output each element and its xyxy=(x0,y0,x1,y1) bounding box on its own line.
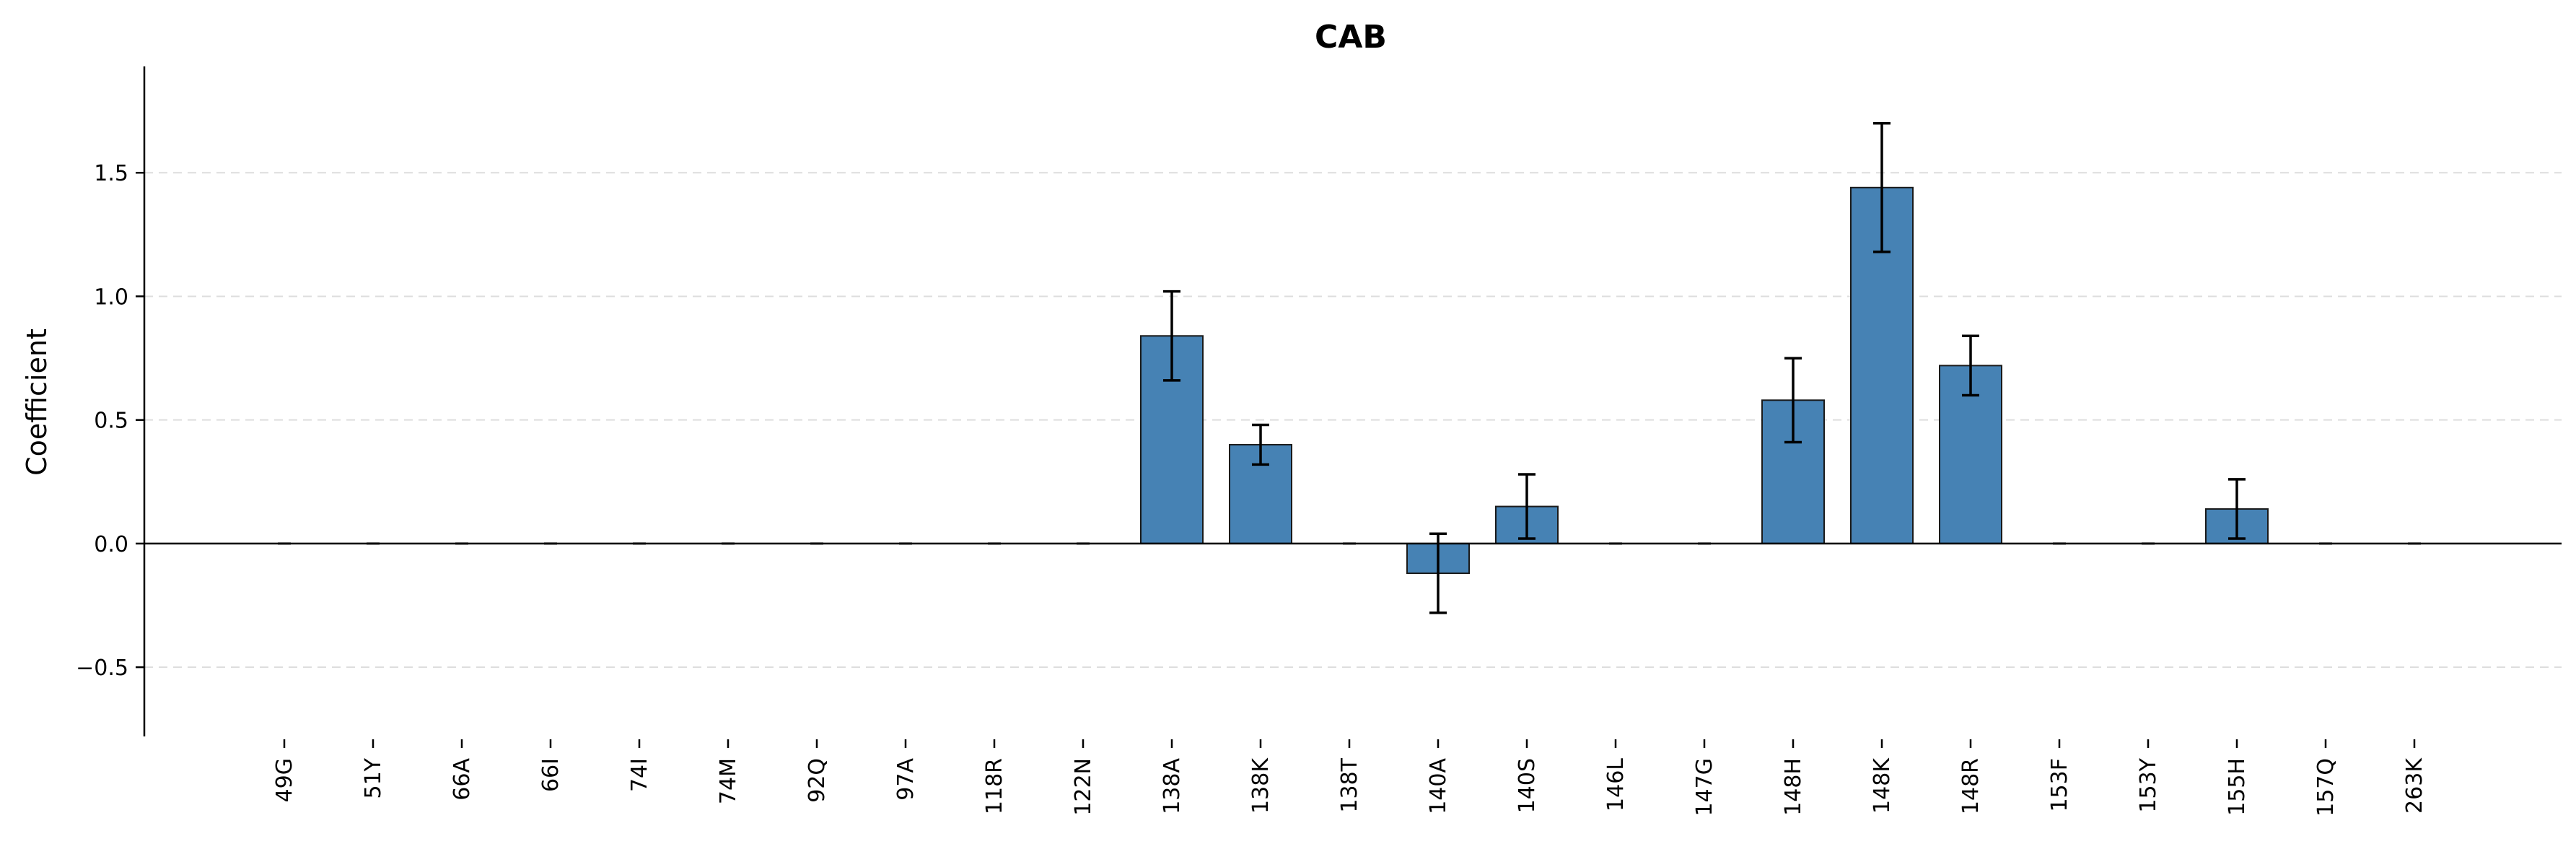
x-tick-label: 153Y xyxy=(2136,757,2161,812)
x-tick-label: 66I xyxy=(538,758,564,792)
y-tick-label: 1.5 xyxy=(94,161,128,186)
x-tick-label: 148H xyxy=(1781,758,1806,816)
x-tick-label: 147G xyxy=(1692,758,1717,817)
chart-title: CAB xyxy=(1315,19,1387,56)
x-tick-label: 49G xyxy=(272,758,297,802)
x-ticks: 49G 51Y 66A 66I 74I 74M 92Q 97A 118R 122N 138A 138K… xyxy=(272,739,2427,817)
axes xyxy=(143,66,2562,736)
x-tick-label: 74M xyxy=(716,758,741,804)
y-tick-label: 0.5 xyxy=(94,409,128,434)
error-bar-148R xyxy=(1962,334,1979,397)
x-tick-label: 92Q xyxy=(805,758,830,803)
error-bar-155H xyxy=(2228,478,2246,540)
x-tick-label: 146L xyxy=(1603,758,1629,812)
x-tick-label: 138T xyxy=(1337,757,1362,812)
error-bar-138K xyxy=(1252,423,1269,466)
error-bars xyxy=(1163,122,2246,614)
x-tick-label: 140A xyxy=(1426,758,1451,814)
x-tick-label: 122N xyxy=(1071,758,1096,816)
x-tick-label: 153F xyxy=(2047,758,2072,812)
x-tick-label: 140S xyxy=(1515,758,1540,813)
error-bar-140A xyxy=(1429,532,1447,614)
error-bar-140S xyxy=(1518,473,1535,540)
y-tick-label: −0.5 xyxy=(76,656,128,681)
y-tick-label: 0.0 xyxy=(94,532,128,557)
x-tick-label: 155H xyxy=(2225,758,2250,816)
grid-lines xyxy=(144,172,2562,669)
x-tick-label: 51Y xyxy=(361,757,386,799)
x-tick-label: 66A xyxy=(450,758,475,801)
x-tick-label: 263K xyxy=(2402,757,2427,814)
x-tick-label: 157Q xyxy=(2313,758,2339,817)
x-tick-label: 74I xyxy=(627,758,652,792)
x-tick-label: 148K xyxy=(1870,757,1895,814)
y-axis-label: Coefficient xyxy=(21,329,53,476)
x-tick-label: 118R xyxy=(982,758,1007,814)
x-tick-label: 138A xyxy=(1160,758,1185,814)
y-tick-label: 1.0 xyxy=(94,284,128,310)
y-ticks: −0.5 0.0 0.5 1.0 1.5 xyxy=(76,161,144,681)
error-bar-138A xyxy=(1163,290,1180,382)
bars xyxy=(278,186,2421,574)
error-bar-148K xyxy=(1873,122,1891,253)
x-tick-label: 97A xyxy=(893,758,919,801)
x-tick-label: 148R xyxy=(1958,758,1984,814)
x-tick-label: 138K xyxy=(1248,757,1274,814)
error-bar-148H xyxy=(1784,357,1802,444)
